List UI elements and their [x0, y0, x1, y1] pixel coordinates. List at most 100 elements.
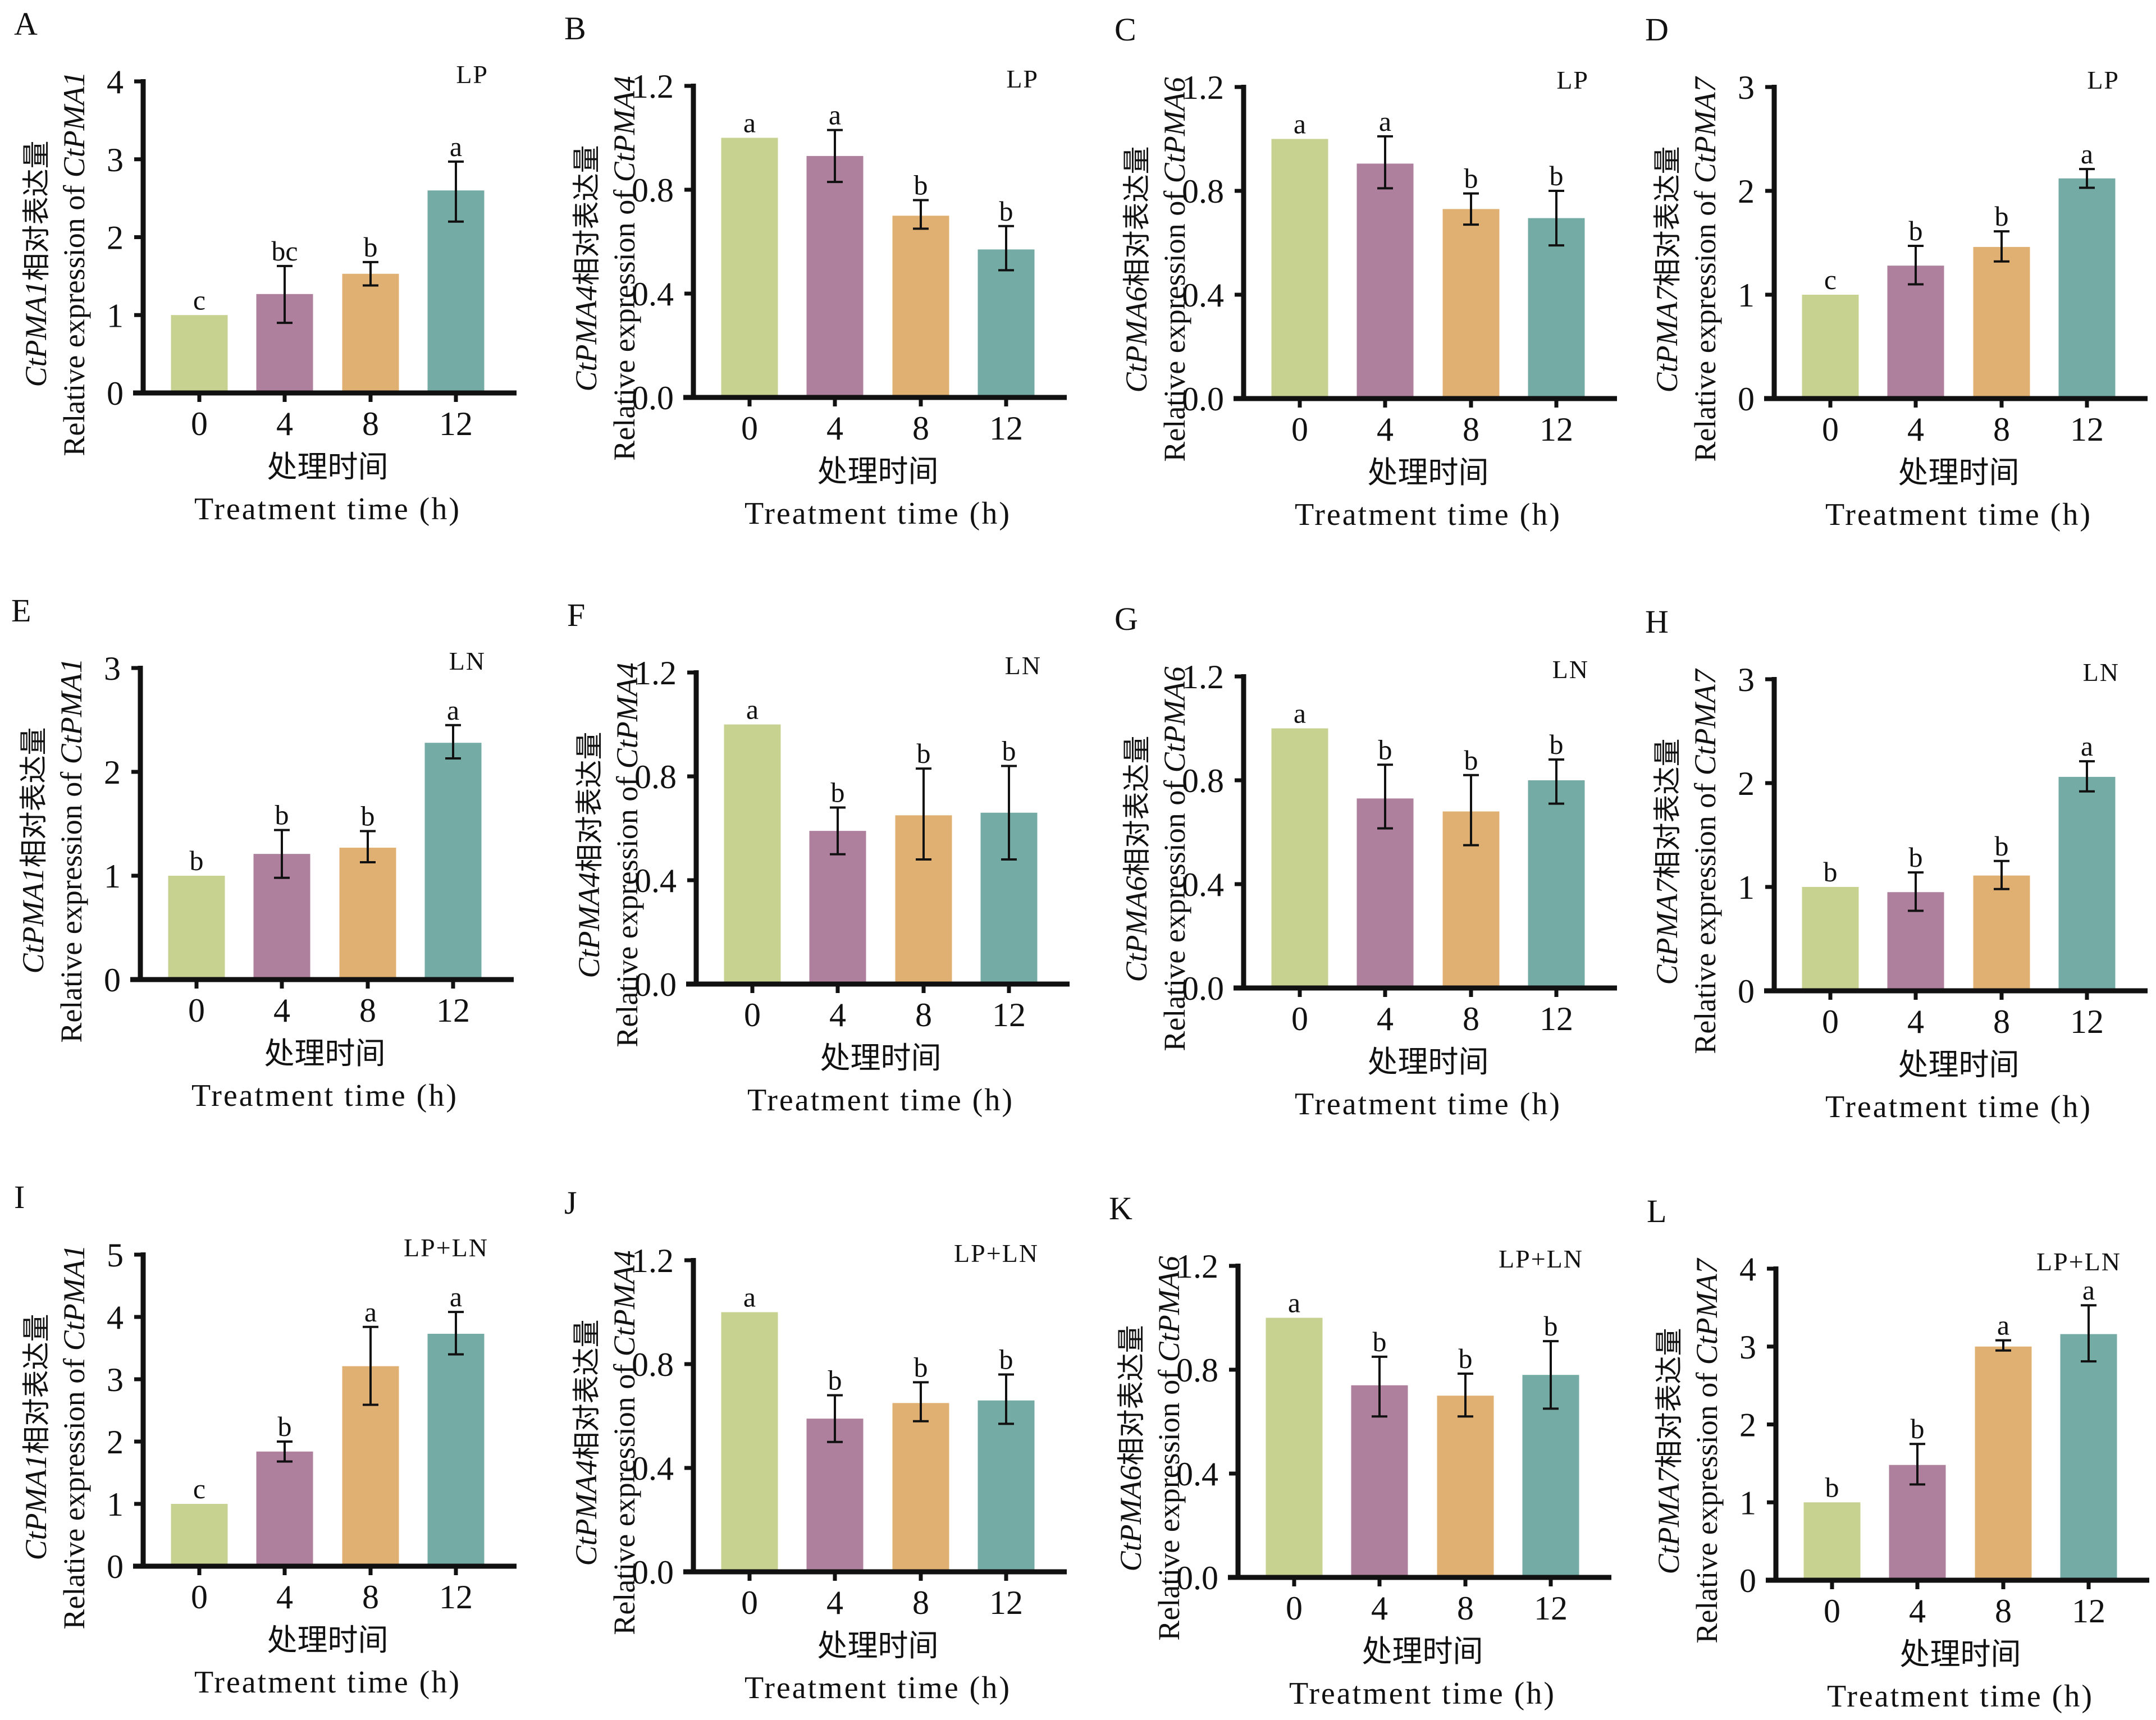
x-tick-label: 0 — [1286, 1590, 1303, 1627]
y-tick-label: 3 — [1739, 1329, 1756, 1366]
x-axis-title-en: Treatment time (h) — [1295, 497, 1561, 532]
x-axis-title-en: Treatment time (h) — [744, 496, 1011, 531]
condition-label: LP+LN — [954, 1239, 1039, 1268]
y-axis-title-en: Relative expression of CtPMA1 — [57, 1245, 91, 1629]
x-tick-label: 0 — [1822, 411, 1839, 448]
significance-label: c — [1824, 264, 1837, 295]
significance-label: a — [1294, 698, 1306, 729]
bar-4h — [1356, 163, 1414, 399]
y-tick-label: 3 — [104, 650, 121, 687]
significance-label: b — [364, 231, 378, 263]
x-tick-label: 8 — [912, 410, 929, 447]
error-bar-4h — [1908, 245, 1924, 286]
y-tick-label: 3 — [1738, 69, 1755, 106]
y-tick-label: 0.8 — [1182, 762, 1224, 799]
y-tick-label: 4 — [107, 63, 124, 100]
y-tick-label: 1.2 — [634, 655, 677, 692]
x-tick-label: 8 — [362, 405, 379, 442]
error-bar-8h — [1463, 192, 1479, 226]
significance-label: b — [1464, 163, 1478, 194]
error-bar-8h — [913, 199, 929, 230]
x-tick-label: 0 — [1824, 1593, 1840, 1630]
significance-label: a — [2081, 138, 2093, 170]
x-axis-title-zh: 处理时间 — [1368, 455, 1489, 490]
y-tick-label: 0 — [1738, 973, 1755, 1010]
x-axis-title-en: Treatment time (h) — [194, 492, 461, 527]
error-bar-12h — [998, 225, 1014, 272]
significance-label: a — [1288, 1287, 1300, 1319]
bar-12h — [427, 190, 485, 393]
y-axis-title-en: Relative expression of CtPMA7 — [1688, 668, 1722, 1054]
y-axis-title-en: Relative expression of CtPMA4 — [610, 662, 644, 1047]
significance-label: b — [1550, 729, 1564, 760]
bar-8h — [342, 273, 399, 393]
y-axis-title-en: Relative expression of CtPMA6 — [1158, 666, 1191, 1051]
y-tick-label: 4 — [107, 1299, 124, 1336]
bar-8h — [892, 1403, 949, 1572]
significance-label: b — [914, 170, 928, 201]
y-axis-title-en: Relative expression of CtPMA4 — [607, 76, 641, 460]
x-tick-label: 8 — [915, 996, 932, 1033]
y-axis-title-en: Relative expression of CtPMA4 — [607, 1250, 641, 1635]
significance-label: b — [1995, 830, 2009, 862]
x-tick-label: 8 — [362, 1579, 379, 1616]
bar-12h — [424, 743, 482, 980]
panel-letter: H — [1645, 603, 1669, 640]
significance-label: b — [1464, 744, 1478, 776]
x-axis-title-en: Treatment time (h) — [1827, 1679, 2094, 1714]
bar-4h — [1887, 266, 1944, 399]
significance-label: b — [361, 800, 375, 831]
significance-label: a — [829, 99, 841, 131]
x-axis-title-zh: 处理时间 — [267, 449, 389, 484]
significance-label: a — [364, 1296, 377, 1328]
error-bar-8h — [1463, 774, 1479, 847]
x-axis-title-en: Treatment time (h) — [1295, 1087, 1561, 1122]
x-tick-label: 8 — [1993, 411, 2010, 448]
x-tick-label: 4 — [1907, 1003, 1924, 1040]
significance-label: b — [999, 195, 1013, 227]
y-axis-title-zh: CtPMA4相对表达量 — [572, 732, 606, 978]
condition-label: LN — [2083, 658, 2120, 687]
x-axis-title-zh: 处理时间 — [1362, 1634, 1483, 1669]
error-bar-12h — [2079, 168, 2095, 189]
x-axis-title-zh: 处理时间 — [1900, 1636, 2021, 1672]
error-bar-4h — [830, 806, 846, 856]
x-tick-label: 8 — [1463, 1000, 1479, 1037]
bar-12h — [2060, 1334, 2117, 1580]
x-tick-label: 12 — [2070, 411, 2104, 448]
bar-0h — [171, 1504, 228, 1566]
y-tick-label: 2 — [107, 219, 124, 257]
y-tick-label: 0.8 — [634, 758, 677, 795]
significance-label: b — [1825, 1471, 1839, 1503]
error-bar-8h — [1995, 1339, 2011, 1352]
significance-label: b — [190, 845, 204, 876]
significance-label: a — [450, 131, 462, 162]
significance-label: b — [828, 1365, 842, 1396]
x-tick-label: 12 — [436, 992, 470, 1029]
panel-f: F LN a b b b 0.0 0.4 0.8 1.2 0 4 8 12 处理时间 Treatment ti… — [567, 597, 1070, 1118]
bar-8h — [1437, 1396, 1494, 1577]
significance-label: b — [275, 799, 289, 831]
x-tick-label: 12 — [439, 405, 473, 442]
significance-label: c — [193, 284, 205, 315]
x-tick-label: 0 — [191, 405, 208, 442]
x-tick-label: 0 — [188, 992, 205, 1029]
significance-label: a — [1379, 106, 1391, 137]
error-bar-12h — [1549, 758, 1564, 805]
y-tick-label: 1 — [1738, 277, 1755, 314]
error-bar-8h — [913, 1381, 929, 1422]
significance-label: a — [1997, 1310, 2009, 1341]
condition-label: LP — [456, 60, 488, 89]
condition-label: LP — [1006, 65, 1039, 93]
x-tick-label: 0 — [191, 1579, 208, 1616]
x-tick-label: 4 — [829, 996, 846, 1033]
significance-label: b — [1373, 1326, 1387, 1357]
y-tick-label: 0.4 — [632, 276, 674, 313]
error-bar-4h — [1908, 871, 1924, 912]
panel-letter: C — [1114, 11, 1136, 48]
y-tick-label: 1.2 — [1176, 1248, 1218, 1285]
